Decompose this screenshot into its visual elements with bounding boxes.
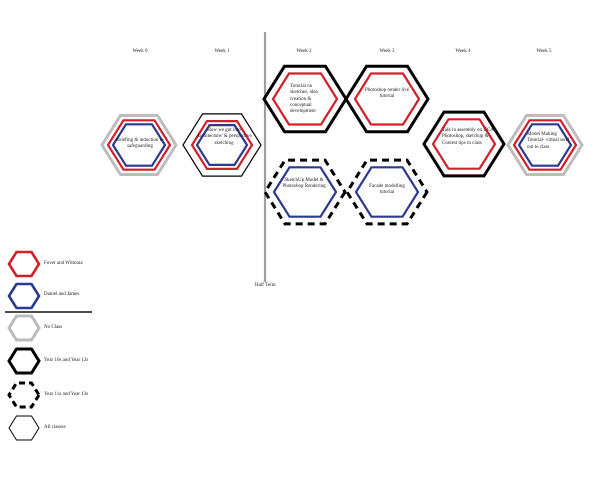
week-0-blue-hex (111, 123, 167, 167)
week-2-header: Week 2 (296, 49, 312, 54)
legend-swatch-blue (7, 282, 41, 310)
session-week-3-top: Photoshop render live tutorial (365, 88, 409, 100)
week-3-bottom-blue-hex (354, 166, 420, 218)
legend-swatch-black (7, 347, 41, 375)
week-2-bottom-dashed-hex (263, 158, 347, 226)
week-4-black-hex (422, 110, 506, 178)
session-week-5: Model Making Tutorial- virtual send out … (527, 132, 570, 150)
session-week-2-top: Tutorial on sketches, idea creation & co… (290, 84, 318, 114)
week-3-top-black-hex (344, 64, 430, 134)
legend-swatch-grey (7, 314, 41, 342)
legend-label-wavy: All classes (44, 425, 66, 430)
session-week-1: How we got into Architecture/ & perspect… (196, 128, 252, 146)
session-week-0: Briefing & induction to safeguarding (116, 138, 164, 150)
half-term-label: Half Term (255, 283, 276, 288)
session-week-4: Talk in assembly on UCAS, Photoshop, ske… (442, 128, 498, 146)
legend-label-dashed: Year 11s and Year 13s (44, 392, 89, 397)
week-5-header: Week 5 (536, 49, 552, 54)
legend-swatch-wavy (8, 415, 40, 441)
week-1-blue-hex (195, 124, 249, 166)
week-1-wavy-outline (182, 113, 262, 177)
legend-label-black: Year 10s and Year 12s (44, 358, 89, 363)
week-5-grey-hex (506, 114, 584, 176)
legend-swatch-dashed (7, 381, 41, 409)
legend-swatch-red (7, 250, 41, 278)
week-5-red-hex (512, 119, 578, 171)
week-3-header: Week 3 (379, 49, 395, 54)
week-4-header: Week 4 (455, 49, 471, 54)
session-week-2-bottom: SketchUp Model & Photoshop Rendering (282, 178, 326, 190)
week-5-blue-hex (517, 123, 573, 167)
legend-label-grey: No Class (44, 325, 63, 330)
week-2-top-black-hex (262, 64, 348, 134)
week-2-top-red-hex (271, 72, 339, 126)
week-0-grey-hex (100, 114, 178, 176)
session-week-3-bottom: Facade modelling tutorial (369, 184, 405, 196)
week-3-bottom-dashed-hex (345, 158, 429, 226)
week-0-header: Week 0 (132, 49, 148, 54)
week-1-header: Week 1 (214, 49, 230, 54)
legend-label-red: Fover and Wiltonia (44, 261, 83, 266)
week-0-red-hex (106, 119, 172, 171)
legend-label-blue: Daniel and James (44, 292, 80, 297)
week-3-top-red-hex (353, 72, 421, 126)
week-2-bottom-blue-hex (272, 166, 338, 218)
week-4-red-hex (431, 118, 497, 170)
week-1-red-hex (190, 120, 254, 170)
